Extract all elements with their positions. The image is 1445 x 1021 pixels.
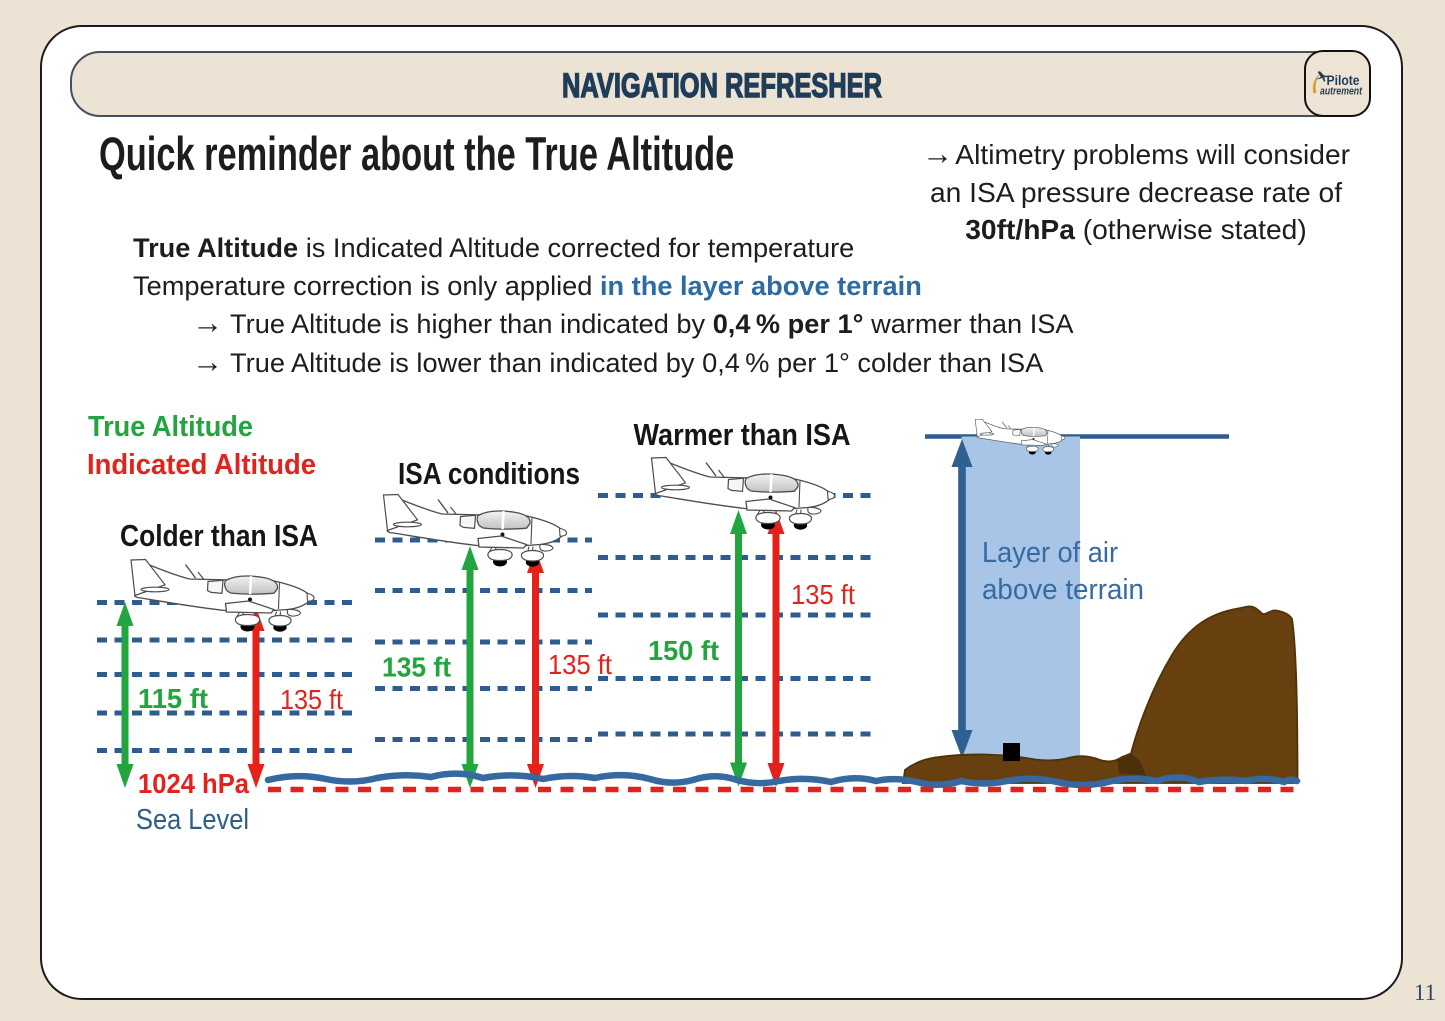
svg-text:Indicated Altitude: Indicated Altitude (87, 449, 316, 481)
svg-text:autrement: autrement (1320, 86, 1363, 98)
svg-text:135 ft: 135 ft (791, 579, 855, 610)
svg-text:Layer of air: Layer of air (982, 537, 1118, 569)
svg-text:Colder than ISA: Colder than ISA (120, 518, 318, 553)
svg-text:150 ft: 150 ft (648, 635, 719, 666)
svg-text:Sea Level: Sea Level (136, 804, 249, 836)
svg-text:Warmer than ISA: Warmer than ISA (634, 417, 851, 452)
svg-text:Pilote: Pilote (1327, 73, 1360, 88)
svg-text:ISA conditions: ISA conditions (398, 456, 580, 491)
svg-text:135 ft: 135 ft (382, 652, 451, 683)
svg-text:1024 hPa: 1024 hPa (138, 768, 249, 799)
svg-text:NAVIGATION REFRESHER: NAVIGATION REFRESHER (562, 67, 882, 105)
svg-text:135 ft: 135 ft (280, 684, 343, 715)
svg-text:above terrain: above terrain (982, 574, 1144, 606)
svg-text:115 ft: 115 ft (138, 683, 208, 714)
svg-text:True Altitude: True Altitude (88, 411, 253, 443)
svg-text:135 ft: 135 ft (548, 649, 612, 680)
